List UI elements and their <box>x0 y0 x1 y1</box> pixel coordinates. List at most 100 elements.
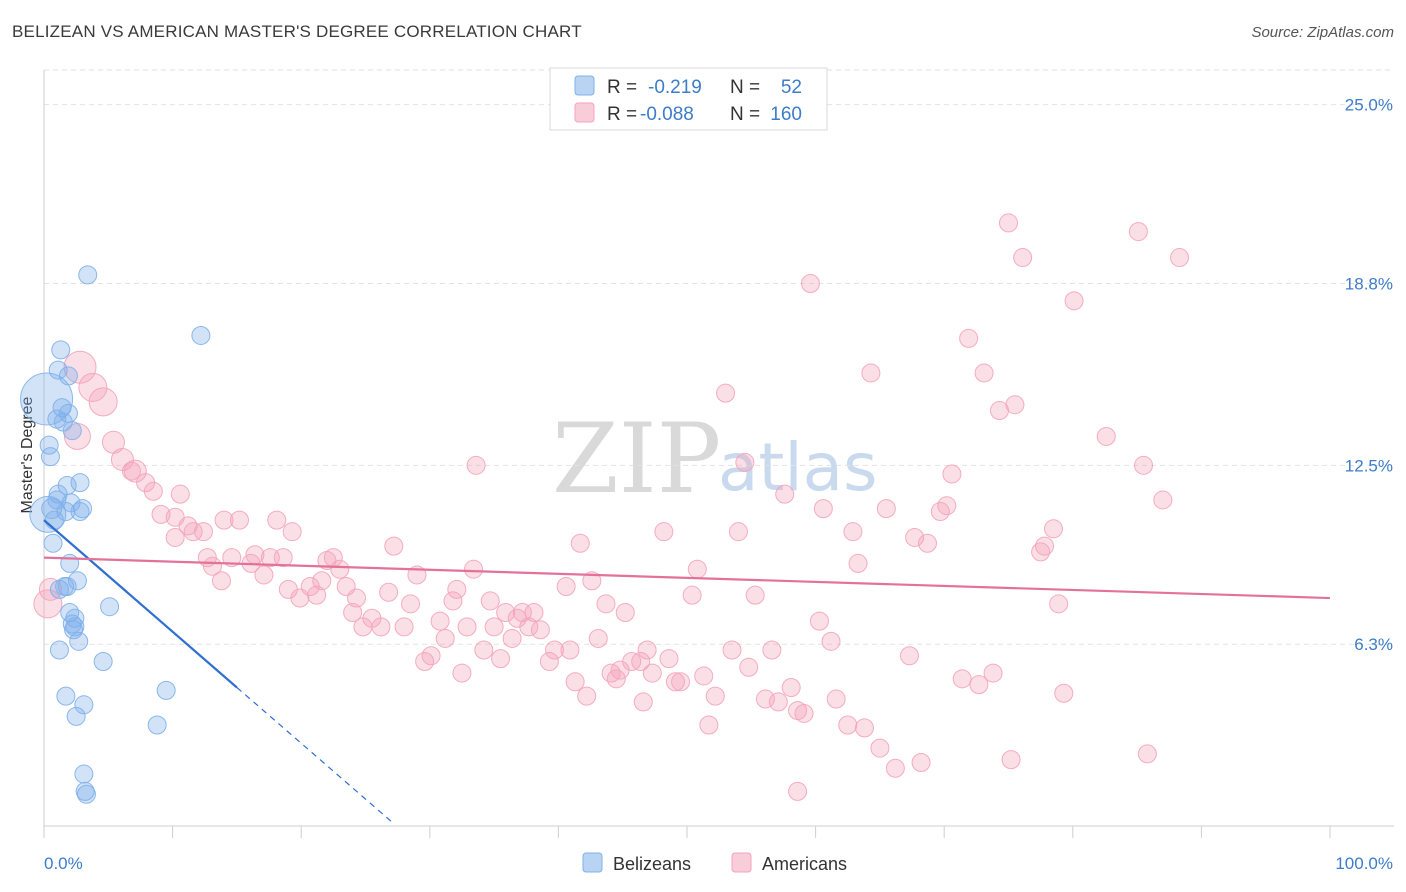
point-americans <box>78 372 108 402</box>
y-tick-label: 12.5% <box>1345 456 1393 475</box>
point-belizeans <box>78 265 98 285</box>
point-americans <box>170 484 190 504</box>
point-americans <box>379 582 399 602</box>
chart-title: BELIZEAN VS AMERICAN MASTER'S DEGREE COR… <box>12 22 582 41</box>
point-americans <box>1128 222 1148 242</box>
point-americans <box>165 527 185 547</box>
point-americans <box>577 686 597 706</box>
data-points <box>20 213 1190 804</box>
series-legend-label-americans: Americans <box>762 854 847 874</box>
point-americans <box>565 672 585 692</box>
point-belizeans <box>49 640 69 660</box>
x-tick-label-min: 0.0% <box>44 854 83 873</box>
point-americans <box>942 464 962 484</box>
point-americans <box>267 510 287 530</box>
point-americans <box>480 591 500 611</box>
x-ticks: 0.0% 100.0% <box>43 826 1393 873</box>
point-americans <box>447 579 467 599</box>
point-americans <box>1170 248 1190 268</box>
point-americans <box>952 669 972 689</box>
point-americans <box>143 481 163 501</box>
point-americans <box>312 571 332 591</box>
trend-line-belizeans <box>43 519 238 689</box>
point-americans <box>826 689 846 709</box>
point-americans <box>854 718 874 738</box>
point-belizeans <box>147 715 167 735</box>
point-americans <box>631 652 651 672</box>
point-americans <box>1134 455 1154 475</box>
point-americans <box>781 677 801 697</box>
point-americans <box>229 510 249 530</box>
point-americans <box>654 522 674 542</box>
point-americans <box>959 328 979 348</box>
point-americans <box>464 559 484 579</box>
point-belizeans <box>62 421 82 441</box>
point-americans <box>905 527 925 547</box>
point-americans <box>343 602 363 622</box>
point-belizeans <box>56 686 76 706</box>
point-americans <box>861 363 881 383</box>
point-belizeans <box>67 571 87 591</box>
point-americans <box>371 617 391 637</box>
point-belizeans <box>48 360 68 380</box>
point-americans <box>728 522 748 542</box>
point-americans <box>502 628 522 648</box>
point-americans <box>545 640 565 660</box>
point-belizeans <box>93 652 113 672</box>
point-americans <box>633 692 653 712</box>
watermark-zip: ZIP <box>552 403 721 515</box>
x-tick-label-max: 100.0% <box>1335 854 1393 873</box>
legend-box <box>549 67 828 131</box>
point-americans <box>870 738 890 758</box>
point-americans <box>254 565 274 585</box>
point-americans <box>1054 683 1074 703</box>
point-americans <box>716 383 736 403</box>
point-americans <box>596 594 616 614</box>
point-belizeans <box>74 695 94 715</box>
point-americans <box>794 703 814 723</box>
point-americans <box>843 522 863 542</box>
point-americans <box>346 588 366 608</box>
legend-swatch-belizeans <box>574 75 595 96</box>
legend-r-label-americans: R = <box>607 104 637 125</box>
point-americans <box>1153 490 1173 510</box>
y-axis-label: Master's Degree <box>19 396 36 513</box>
point-belizeans <box>57 577 77 597</box>
point-americans <box>999 213 1018 233</box>
point-americans <box>193 522 213 542</box>
point-americans <box>1137 744 1157 764</box>
point-americans <box>1005 395 1025 415</box>
point-americans <box>530 620 550 640</box>
point-americans <box>491 649 511 669</box>
point-americans <box>876 499 896 519</box>
legend-n-label-americans: N = <box>730 104 760 125</box>
point-americans <box>214 510 234 530</box>
point-americans <box>1035 536 1055 556</box>
point-belizeans <box>73 499 93 519</box>
series-legend: Belizeans Americans <box>582 852 847 874</box>
y-tick-labels: 6.3% 12.5% 18.8% 25.0% <box>1345 96 1393 655</box>
point-americans <box>282 522 302 542</box>
point-americans <box>211 571 231 591</box>
point-americans <box>739 657 759 677</box>
point-americans <box>911 753 931 773</box>
series-legend-label-belizeans: Belizeans <box>613 854 691 874</box>
point-belizeans <box>51 340 71 360</box>
point-americans <box>421 646 441 666</box>
point-americans <box>496 602 516 622</box>
point-americans <box>969 675 989 695</box>
legend-n-value-belizeans: 52 <box>781 77 802 98</box>
point-americans <box>788 781 808 801</box>
point-americans <box>821 631 841 651</box>
point-americans <box>519 617 539 637</box>
series-legend-swatch-belizeans <box>582 852 603 873</box>
point-americans <box>974 363 994 383</box>
point-americans <box>682 585 702 605</box>
point-americans <box>885 758 905 778</box>
point-americans <box>1044 519 1064 539</box>
point-americans <box>705 686 725 706</box>
point-americans <box>637 640 657 660</box>
legend-n-label-belizeans: N = <box>730 77 760 98</box>
legend-swatch-americans <box>574 102 595 123</box>
point-americans <box>435 628 455 648</box>
